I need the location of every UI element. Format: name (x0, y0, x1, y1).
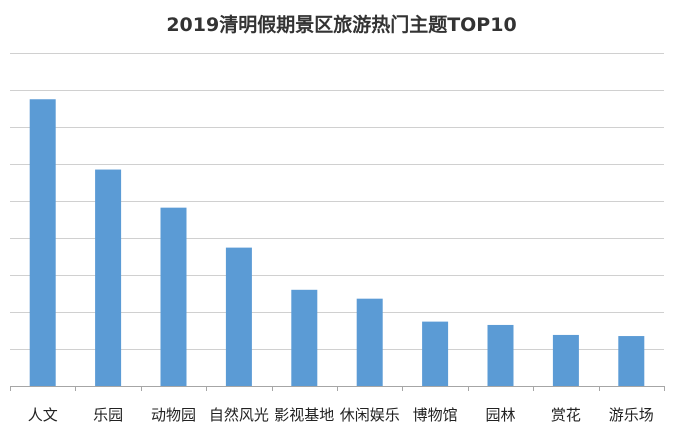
x-tick-label: 乐园 (93, 406, 123, 424)
bar-8 (552, 334, 579, 386)
x-tick-label: 游乐场 (609, 406, 654, 424)
x-tick-label: 人文 (28, 406, 58, 424)
x-axis (10, 386, 665, 391)
bar-9 (618, 336, 645, 386)
bar-2 (160, 207, 187, 386)
bar-1 (95, 169, 122, 386)
bar-6 (422, 321, 449, 386)
x-tick-label: 赏花 (551, 406, 581, 424)
bar-4 (291, 289, 318, 386)
bar-7 (487, 324, 514, 386)
x-tick-label: 博物馆 (413, 406, 458, 424)
x-tick-label: 园林 (485, 406, 515, 424)
bar-0 (29, 99, 56, 386)
bar-3 (225, 247, 252, 386)
gridlines (10, 53, 664, 350)
x-tick-label: 自然风光 (209, 406, 269, 424)
x-tick-label: 休闲娱乐 (340, 406, 400, 424)
chart-title: 2019清明假期景区旅游热门主题TOP10 (166, 14, 517, 36)
category-labels: 人文 乐园 动物园 自然风光 影视基地 休闲娱乐 博物馆 园林 赏花 游乐场 (28, 406, 654, 424)
bars (29, 99, 645, 386)
x-tick-label: 影视基地 (274, 406, 334, 424)
x-tick-label: 动物园 (151, 406, 196, 424)
bar-5 (356, 298, 383, 386)
